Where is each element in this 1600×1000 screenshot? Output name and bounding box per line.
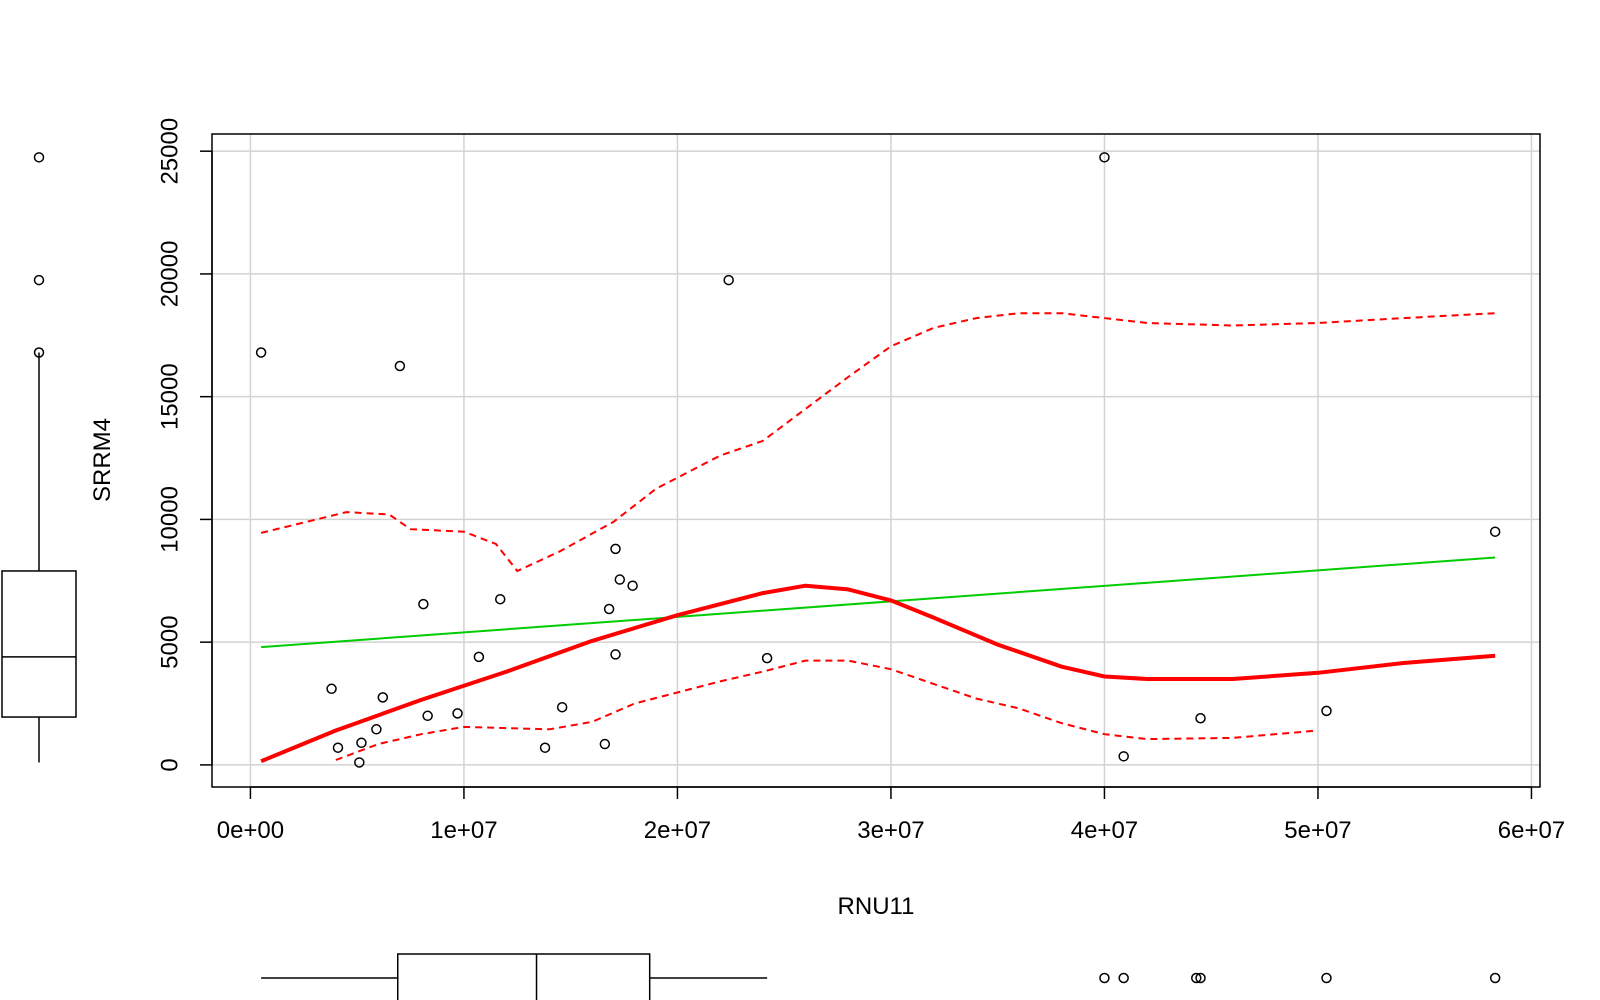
x-box-outlier bbox=[1099, 972, 1110, 984]
scatter-point bbox=[494, 593, 506, 605]
y-tick-label: 5000 bbox=[156, 615, 183, 668]
y-tick-label: 25000 bbox=[156, 118, 183, 185]
smooth-lower-band bbox=[335, 659, 1319, 761]
y-tick-label: 15000 bbox=[156, 363, 183, 430]
scatter-point bbox=[422, 710, 433, 722]
scatter-point bbox=[761, 652, 773, 664]
scatter-point bbox=[255, 347, 267, 358]
x-axis: 0e+00 1e+07 2e+07 3e+07 4e+07 5e+07 6e+07 bbox=[217, 786, 1565, 844]
scatter-point bbox=[356, 737, 367, 749]
scatter-point bbox=[394, 360, 406, 372]
smooth-confidence-bands bbox=[260, 312, 1496, 761]
x-axis-label: RNU11 bbox=[838, 893, 915, 920]
scatter-point bbox=[418, 598, 429, 610]
y-marginal-boxplot bbox=[1, 152, 77, 763]
scatter-point bbox=[610, 543, 621, 555]
linear-fit-line bbox=[261, 556, 1496, 649]
y-tick-label: 10000 bbox=[156, 486, 183, 553]
x-tick-label: 1e+07 bbox=[430, 817, 497, 844]
y-box-iqr bbox=[1, 570, 77, 718]
fit-lines bbox=[260, 556, 1496, 764]
x-tick-label: 2e+07 bbox=[644, 817, 711, 844]
x-box-outlier bbox=[1118, 972, 1129, 984]
x-tick-label: 5e+07 bbox=[1284, 817, 1351, 844]
x-tick-label: 0e+00 bbox=[217, 817, 284, 844]
y-box-outlier bbox=[33, 347, 45, 358]
scatter-point bbox=[332, 742, 344, 753]
scatter-point bbox=[599, 738, 611, 750]
x-box-outlier bbox=[1191, 972, 1202, 984]
scatter-point bbox=[1099, 152, 1110, 163]
y-box-outlier bbox=[33, 152, 45, 163]
scatter-point bbox=[1321, 705, 1332, 717]
scatter-point bbox=[539, 742, 551, 753]
x-box-outlier bbox=[1195, 972, 1206, 984]
x-tick-label: 3e+07 bbox=[857, 817, 924, 844]
y-tick-label: 0 bbox=[156, 758, 183, 771]
x-tick-label: 6e+07 bbox=[1498, 817, 1565, 844]
x-box-outlier bbox=[1489, 972, 1501, 984]
scatter-point bbox=[452, 708, 463, 719]
y-box-outlier bbox=[33, 274, 45, 286]
y-axis: 0 5000 10000 15000 20000 25000 bbox=[156, 118, 213, 772]
data-points bbox=[255, 152, 1501, 768]
grid-lines bbox=[212, 134, 1540, 787]
scatter-point bbox=[627, 580, 638, 591]
scatter-point bbox=[723, 274, 734, 286]
scatter-point bbox=[614, 574, 626, 585]
scatter-point bbox=[556, 701, 568, 713]
y-axis-label: SRRM4 bbox=[89, 418, 116, 502]
scatter-point bbox=[1195, 713, 1206, 724]
scatter-point bbox=[1489, 526, 1501, 537]
scatter-point bbox=[473, 651, 485, 663]
scatter-point bbox=[354, 757, 365, 768]
plot-frame bbox=[211, 133, 1541, 788]
x-marginal-boxplot bbox=[261, 953, 1501, 1000]
x-box-iqr bbox=[396, 953, 651, 1000]
smooth-upper-band bbox=[260, 312, 1496, 573]
x-box-outlier bbox=[1321, 972, 1332, 984]
smooth-fit-line bbox=[260, 583, 1496, 764]
scatter-point bbox=[1118, 751, 1129, 762]
scatter-point bbox=[326, 683, 337, 695]
y-tick-label: 20000 bbox=[156, 241, 183, 308]
scatter-point bbox=[371, 724, 382, 735]
scatter-point bbox=[377, 692, 389, 703]
x-tick-label: 4e+07 bbox=[1071, 817, 1138, 844]
scatter-point bbox=[610, 649, 621, 660]
scatter-point bbox=[603, 603, 615, 615]
